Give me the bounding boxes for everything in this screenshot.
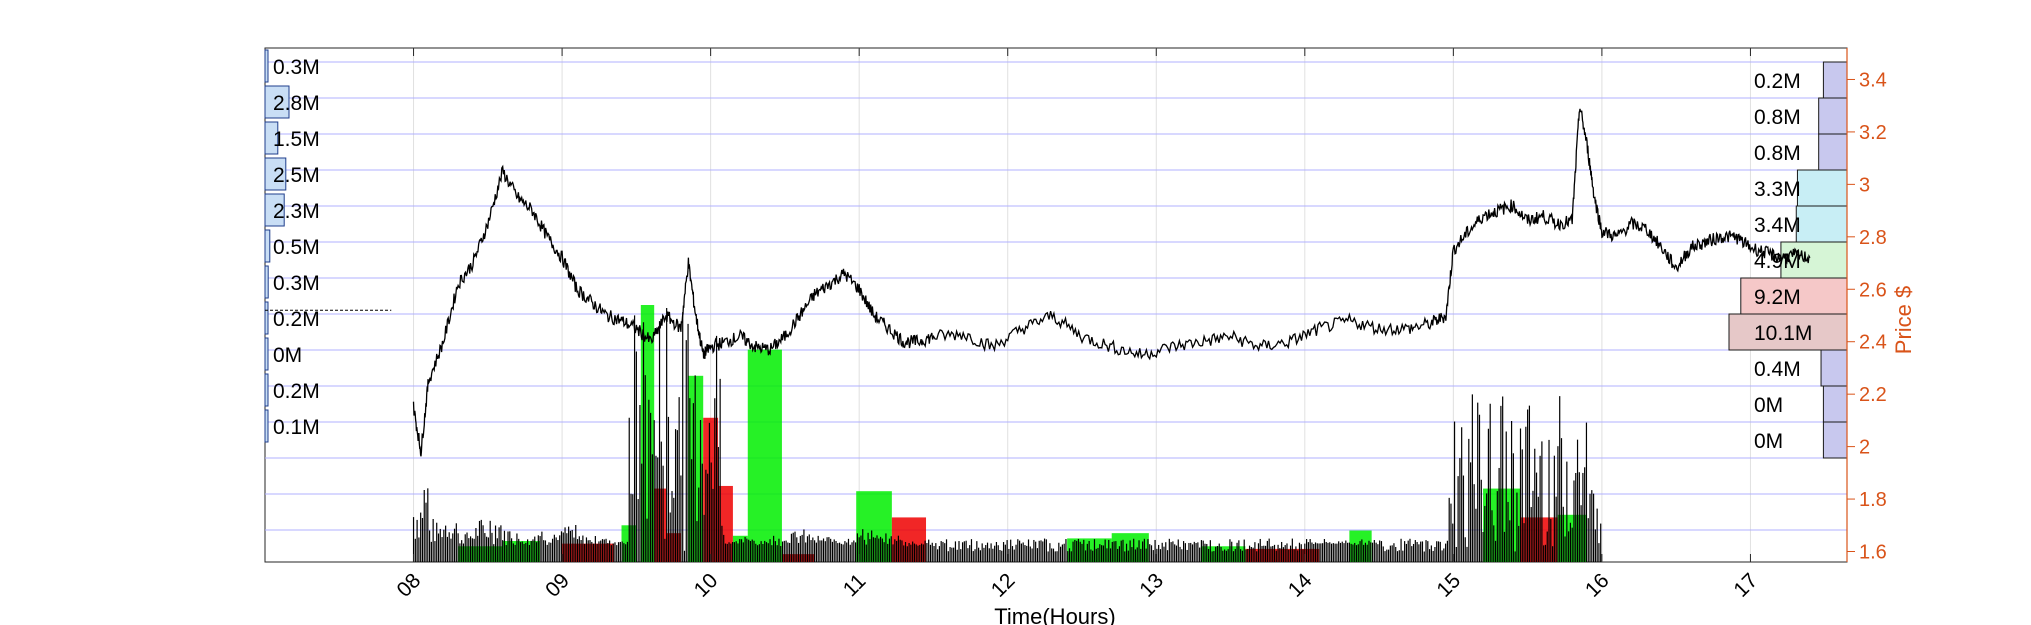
- y-tick-label: 3.2: [1859, 122, 1887, 144]
- right-profile-bar: [1822, 385, 1848, 423]
- x-tick-label: 08: [393, 569, 426, 602]
- volume-block: [747, 349, 782, 562]
- left-profile-label: 0.3M: [273, 272, 320, 295]
- volume-profile-layer: 0.3M 2.8M 1.5M 2.5M 2.3M 0.5M 0.3M 0.2M 0M 0.2M 0.…: [264, 49, 1848, 459]
- x-tick-label: 15: [1432, 569, 1465, 602]
- left-profile-label: 2.5M: [273, 164, 320, 187]
- left-profile-bar: [264, 337, 269, 371]
- right-profile-label: 10.1M: [1754, 322, 1812, 345]
- left-profile-bar: [264, 301, 269, 335]
- left-profile-bar: [264, 193, 285, 227]
- y-tick-label: 2: [1859, 437, 1870, 459]
- y-tick-label: 2.8: [1859, 227, 1887, 249]
- y-tick-label: 1.6: [1859, 542, 1887, 564]
- left-profile-label: 0.2M: [273, 380, 320, 403]
- right-profile-bar: [1780, 241, 1848, 279]
- right-profile-bar: [1796, 169, 1848, 207]
- x-axis-label: Time(Hours): [994, 604, 1115, 625]
- y-tick-label: 1.8: [1859, 489, 1887, 511]
- volume-layer: [412, 305, 1602, 562]
- right-profile-label: 0.8M: [1754, 142, 1801, 165]
- left-profile-bar: [264, 85, 290, 119]
- left-profile-bar: [264, 229, 271, 263]
- right-profile-label: 3.4M: [1754, 214, 1801, 237]
- x-tick-label: 17: [1729, 569, 1762, 602]
- price-line-layer: [412, 108, 1811, 457]
- right-profile-bar: [1795, 205, 1848, 243]
- left-profile-label: 0.2M: [273, 308, 320, 331]
- left-profile-label: 0.3M: [273, 56, 320, 79]
- left-profile-bar: [264, 265, 269, 299]
- x-tick-label: 11: [839, 570, 871, 602]
- left-profile-bar: [264, 409, 269, 443]
- left-profile-bar: [264, 157, 287, 191]
- left-profile-label: 2.8M: [273, 92, 320, 115]
- y-tick-label: 2.2: [1859, 384, 1887, 406]
- x-tick-label: 14: [1284, 569, 1317, 602]
- y-tick-label: 3: [1859, 174, 1870, 196]
- left-profile-bar: [264, 49, 269, 83]
- x-tick-label: 16: [1581, 569, 1614, 602]
- right-profile-label: 0.2M: [1754, 70, 1801, 93]
- right-profile-bar: [1818, 133, 1848, 171]
- price-line: [412, 108, 1811, 457]
- right-profile-bar: [1818, 97, 1848, 135]
- axis-layer: 08 09 10 11 12 13 14 15 16 17 1.6 1.8 2 2.2 2.4 2.6 2.8 3…: [393, 48, 1887, 602]
- plot-frame: [264, 47, 1848, 563]
- x-tick-label: 12: [987, 569, 1020, 602]
- left-profile-bar: [264, 373, 269, 407]
- y-tick-label: 2.4: [1859, 332, 1887, 354]
- right-profile-bar: [1822, 421, 1848, 459]
- left-profile-bar: [264, 121, 279, 155]
- left-profile-label: 0.1M: [273, 416, 320, 439]
- grid-layer: [264, 47, 1848, 563]
- right-profile-label: 3.3M: [1754, 178, 1801, 201]
- right-profile-label: 0.4M: [1754, 358, 1801, 381]
- volume-block: [1483, 488, 1521, 562]
- right-profile-label: 9.2M: [1754, 286, 1801, 309]
- right-profile-label: 0.8M: [1754, 106, 1801, 129]
- y-axis-label: Price $: [1891, 286, 1916, 354]
- left-profile-label: 0.5M: [273, 236, 320, 259]
- x-tick-label: 09: [541, 569, 574, 602]
- y-tick-label: 2.6: [1859, 279, 1887, 301]
- right-profile-label: 0M: [1754, 394, 1783, 417]
- x-tick-label: 10: [690, 569, 723, 602]
- x-tick-label: 13: [1135, 569, 1168, 602]
- left-profile-label: 2.3M: [273, 200, 320, 223]
- right-profile-bar: [1822, 61, 1848, 99]
- y-tick-label: 3.4: [1859, 69, 1887, 91]
- left-profile-label: 0M: [273, 344, 302, 367]
- right-profile-bar: [1740, 277, 1848, 315]
- left-profile-label: 1.5M: [273, 128, 320, 151]
- right-profile-bar: [1820, 349, 1848, 387]
- right-profile-label: 0M: [1754, 430, 1783, 453]
